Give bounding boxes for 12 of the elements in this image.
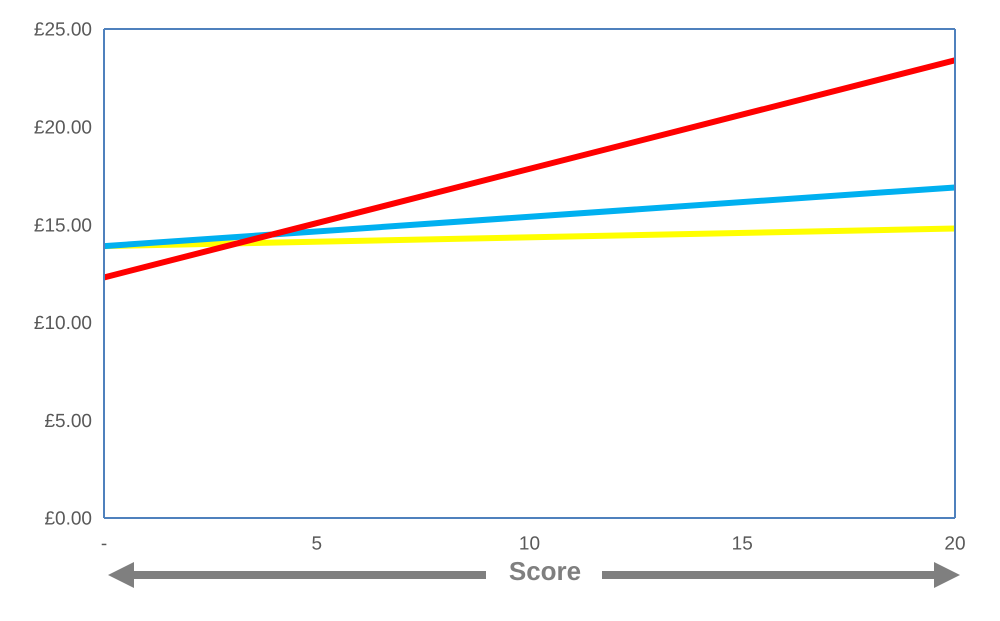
x-tick-label: 15 <box>732 533 753 554</box>
y-tick-label: £0.00 <box>44 508 92 530</box>
x-axis-title: Score <box>508 556 582 587</box>
y-tick-label: £20.00 <box>34 118 92 139</box>
y-tick-label: £25.00 <box>34 20 92 41</box>
y-tick-label: £5.00 <box>44 410 92 432</box>
y-tick-label: £10.00 <box>34 313 92 334</box>
x-tick-label: 20 <box>944 533 966 554</box>
x-tick-label: 5 <box>311 533 322 554</box>
x-tick-label: 10 <box>518 533 540 554</box>
y-tick-label: £15.00 <box>34 215 92 236</box>
x-tick-label: - <box>100 533 108 554</box>
